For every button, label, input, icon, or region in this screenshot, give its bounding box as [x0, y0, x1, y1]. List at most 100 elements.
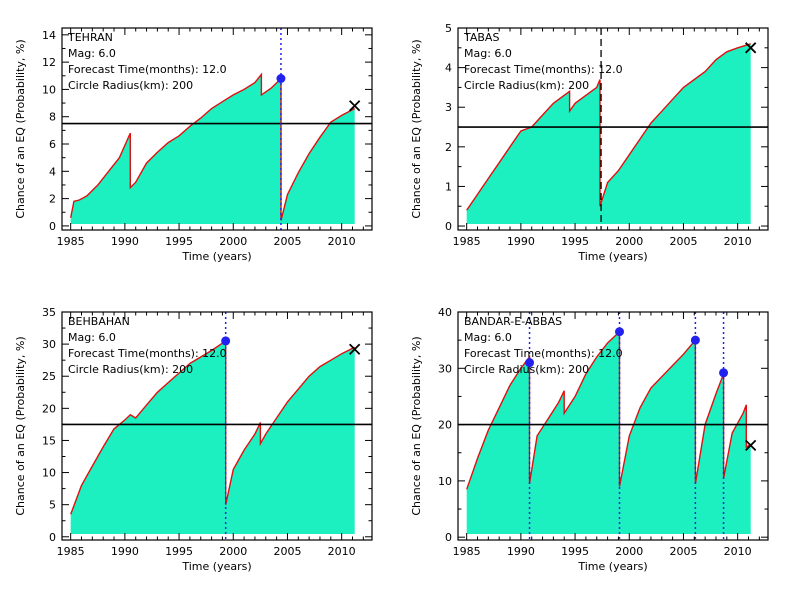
behbahan-probability-area	[70, 340, 355, 534]
bandar-e-abbas-x-tick-label: 2010	[724, 545, 752, 558]
tehran-y-tick-label: 6	[49, 138, 56, 151]
tehran-y-tick-label: 8	[49, 111, 56, 124]
tehran-y-tick-label: 0	[49, 220, 56, 233]
tehran-annotation-2: Circle Radius(km): 200	[68, 79, 193, 92]
bandar-e-abbas-x-tick-label: 2005	[669, 545, 697, 558]
tabas-y-tick-label: 3	[445, 101, 452, 114]
tehran-x-tick-label: 2010	[328, 235, 356, 248]
tehran-panel: 1985 1990 1995 2000 2005 2010 0 2 4 6 8 10 12 14 Time …	[14, 27, 373, 263]
behbahan-x-tick-label: 1995	[165, 545, 193, 558]
behbahan-y-tick-label: 0	[49, 531, 56, 544]
tehran-x-tick-label: 1995	[165, 235, 193, 248]
behbahan-x-tick-label: 2010	[328, 545, 356, 558]
bandar-e-abbas-y-tick-label: 10	[438, 475, 452, 488]
tabas-annotation-1: Forecast Time(months): 12.0	[464, 63, 623, 76]
bandar-e-abbas-x-tick-label: 1990	[507, 545, 535, 558]
tabas-x-axis-label: Time (years)	[577, 250, 647, 263]
tehran-y-tick-label: 14	[42, 29, 56, 42]
behbahan-station-title: BEHBAHAN	[68, 315, 130, 328]
tabas-plot-frame	[457, 27, 769, 231]
bandar-e-abbas-event-marker-3	[719, 368, 729, 378]
bandar-e-abbas-plot-frame	[457, 311, 769, 541]
tabas-x-tick-label: 2005	[669, 235, 697, 248]
behbahan-y-axis-label: Chance of an EQ (Probability, %)	[14, 336, 27, 515]
tabas-probability-line	[466, 43, 751, 211]
behbahan-y-tick-label: 20	[42, 402, 56, 415]
bandar-e-abbas-probability-area	[466, 331, 751, 534]
tehran-y-tick-label: 2	[49, 193, 56, 206]
behbahan-x-tick-label: 1985	[57, 545, 85, 558]
tabas-y-tick-label: 4	[445, 62, 452, 75]
bandar-e-abbas-event-marker-1	[615, 327, 625, 337]
tehran-end-marker	[349, 100, 361, 112]
behbahan-panel: 1985 1990 1995 2000 2005 2010 0 5 10 15 20 25 30 35 Ti…	[14, 306, 373, 573]
tehran-y-tick-label: 10	[42, 83, 56, 96]
tabas-y-tick-label: 5	[445, 22, 452, 35]
tehran-probability-line	[70, 72, 356, 221]
bandar-e-abbas-panel: 1985 1990 1995 2000 2005 2010 0 10 20 30 40 Time (y…	[410, 306, 769, 573]
behbahan-y-tick-label: 10	[42, 467, 56, 480]
behbahan-x-tick-label: 1990	[111, 545, 139, 558]
behbahan-plot-frame	[61, 311, 373, 541]
behbahan-end-marker	[349, 343, 361, 355]
behbahan-y-tick-label: 35	[42, 306, 56, 319]
tehran-x-tick-label: 2005	[273, 235, 301, 248]
tabas-x-tick-label: 1995	[561, 235, 589, 248]
behbahan-annotation-1: Forecast Time(months): 12.0	[68, 347, 227, 360]
behbahan-x-tick-label: 2000	[219, 545, 247, 558]
tabas-x-tick-label: 1990	[507, 235, 535, 248]
bandar-e-abbas-y-axis-label: Chance of an EQ (Probability, %)	[410, 336, 423, 515]
tabas-end-marker	[745, 42, 757, 54]
tabas-y-tick-label: 0	[445, 220, 452, 233]
bandar-e-abbas-station-title: BANDAR-E-ABBAS	[464, 315, 562, 328]
tehran-y-tick-label: 4	[49, 165, 56, 178]
behbahan-annotation-2: Circle Radius(km): 200	[68, 363, 193, 376]
bandar-e-abbas-annotation-2: Circle Radius(km): 200	[464, 363, 589, 376]
tehran-plot-frame	[61, 27, 373, 231]
bandar-e-abbas-event-marker-2	[690, 335, 700, 345]
bandar-e-abbas-x-tick-label: 1995	[561, 545, 589, 558]
tabas-station-title: TABAS	[463, 31, 499, 44]
tabas-y-tick-label: 1	[445, 180, 452, 193]
tabas-x-tick-label: 2000	[615, 235, 643, 248]
tehran-y-tick-label: 12	[42, 56, 56, 69]
bandar-e-abbas-x-tick-label: 2000	[615, 545, 643, 558]
tabas-panel: 1985 1990 1995 2000 2005 2010 0 1 2 3 4 5 Time (year…	[410, 22, 769, 263]
bandar-e-abbas-y-tick-label: 30	[438, 362, 452, 375]
tehran-x-axis-label: Time (years)	[181, 250, 251, 263]
tabas-y-axis-label: Chance of an EQ (Probability, %)	[410, 39, 423, 218]
bandar-e-abbas-x-axis-label: Time (years)	[577, 560, 647, 573]
bandar-e-abbas-end-marker	[745, 439, 757, 452]
behbahan-y-tick-label: 15	[42, 434, 56, 447]
tehran-annotation-0: Mag: 6.0	[68, 47, 116, 60]
behbahan-x-tick-label: 2005	[273, 545, 301, 558]
bandar-e-abbas-annotation-0: Mag: 6.0	[464, 331, 512, 344]
bandar-e-abbas-x-tick-label: 1985	[453, 545, 481, 558]
behbahan-x-axis-label: Time (years)	[181, 560, 251, 573]
bandar-e-abbas-event-marker-0	[525, 358, 535, 368]
tehran-event-marker-0	[276, 74, 286, 83]
tehran-x-tick-label: 1990	[111, 235, 139, 248]
tehran-probability-area	[70, 74, 355, 225]
tabas-x-tick-label: 1985	[453, 235, 481, 248]
tabas-probability-area	[466, 43, 751, 224]
tehran-x-tick-label: 2000	[219, 235, 247, 248]
tehran-station-title: TEHRAN	[67, 31, 113, 44]
tehran-x-tick-label: 1985	[57, 235, 85, 248]
bandar-e-abbas-y-tick-label: 0	[445, 531, 452, 544]
behbahan-y-tick-label: 30	[42, 338, 56, 351]
tabas-annotation-2: Circle Radius(km): 200	[464, 79, 589, 92]
bandar-e-abbas-y-tick-label: 20	[438, 419, 452, 432]
tabas-y-tick-label: 2	[445, 141, 452, 154]
behbahan-event-marker-0	[221, 336, 231, 346]
behbahan-annotation-0: Mag: 6.0	[68, 331, 116, 344]
bandar-e-abbas-y-tick-label: 40	[438, 306, 452, 319]
tabas-x-tick-label: 2010	[724, 235, 752, 248]
tabas-annotation-0: Mag: 6.0	[464, 47, 512, 60]
bandar-e-abbas-annotation-1: Forecast Time(months): 12.0	[464, 347, 623, 360]
behbahan-y-tick-label: 25	[42, 370, 56, 383]
behbahan-y-tick-label: 5	[49, 499, 56, 512]
tehran-annotation-1: Forecast Time(months): 12.0	[68, 63, 227, 76]
tehran-y-axis-label: Chance of an EQ (Probability, %)	[14, 39, 27, 218]
